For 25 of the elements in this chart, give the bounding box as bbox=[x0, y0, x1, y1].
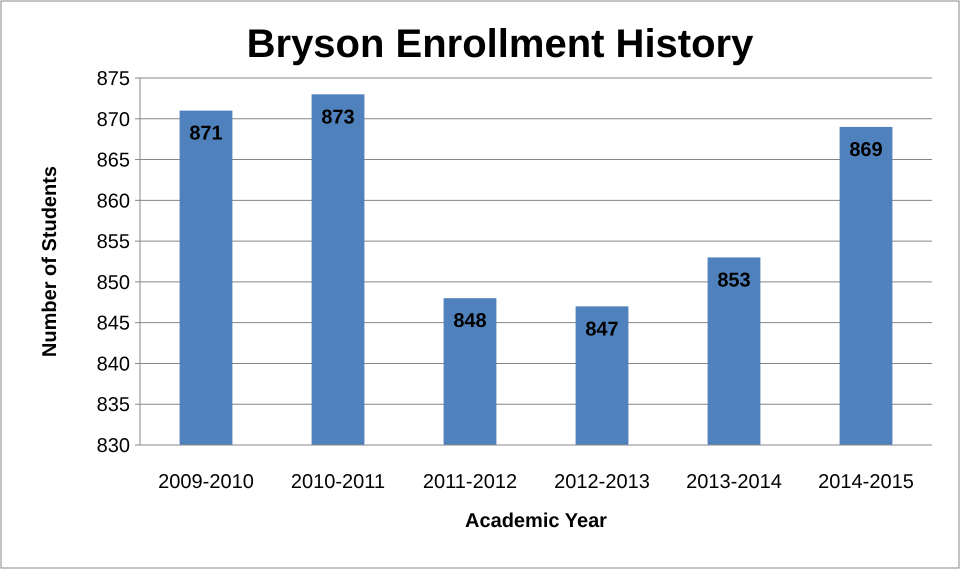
x-tick-label: 2010-2011 bbox=[290, 471, 386, 493]
y-tick-label: 835 bbox=[96, 394, 130, 416]
y-tick-label: 875 bbox=[96, 68, 130, 90]
data-label: 871 bbox=[189, 122, 223, 145]
data-label: 848 bbox=[453, 310, 487, 332]
data-label: 853 bbox=[717, 269, 751, 292]
x-tick-label: 2009-2010 bbox=[158, 471, 254, 493]
y-tick-label: 830 bbox=[96, 435, 130, 457]
x-tick-label: 2011-2012 bbox=[422, 471, 518, 493]
data-label: 847 bbox=[585, 318, 619, 340]
y-tick-label: 865 bbox=[96, 150, 130, 172]
x-tick-label: 2012-2013 bbox=[554, 471, 650, 493]
y-axis-title: Number of Students bbox=[39, 166, 61, 358]
chart-title: Bryson Enrollment History bbox=[246, 22, 754, 66]
y-tick-label: 855 bbox=[96, 231, 130, 254]
y-tick-label: 850 bbox=[96, 272, 130, 294]
y-tick-label: 860 bbox=[96, 190, 130, 212]
data-label: 869 bbox=[849, 138, 883, 161]
x-axis-title: Academic Year bbox=[465, 510, 608, 532]
y-tick-label: 845 bbox=[96, 312, 130, 335]
x-tick-label: 2014-2015 bbox=[818, 471, 914, 493]
data-label: 873 bbox=[321, 106, 355, 128]
y-tick-label: 840 bbox=[96, 353, 130, 376]
x-tick-label: 2013-2014 bbox=[686, 471, 782, 493]
y-tick-label: 870 bbox=[96, 108, 130, 131]
